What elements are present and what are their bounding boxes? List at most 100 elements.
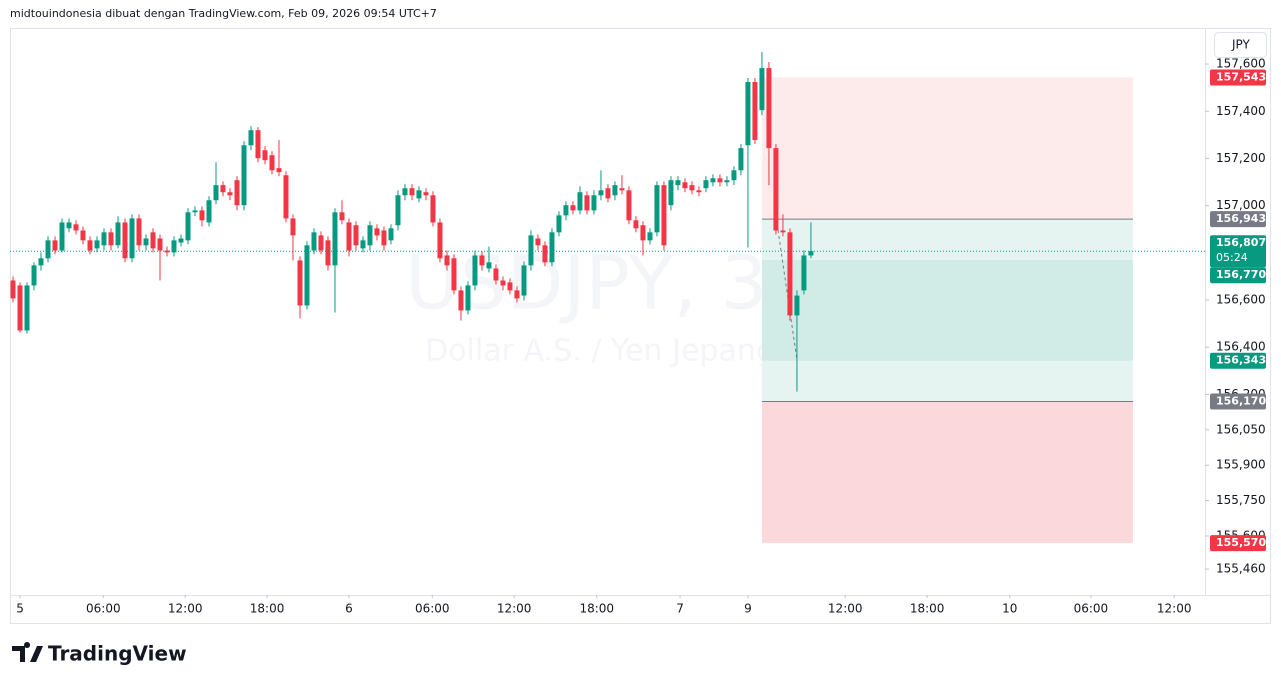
candle-body bbox=[423, 192, 429, 196]
y-tick-label: 157,400 bbox=[1216, 104, 1266, 118]
candle-body bbox=[745, 82, 751, 146]
currency-label: JPY bbox=[1231, 38, 1251, 52]
candle-body bbox=[682, 182, 688, 189]
candle-body bbox=[332, 212, 338, 266]
candle-body bbox=[248, 130, 254, 146]
price-tag-label: 157,543 bbox=[1216, 71, 1266, 84]
candle-body bbox=[549, 232, 555, 263]
candle-body bbox=[689, 185, 695, 191]
x-tick-label: 06:00 bbox=[86, 602, 121, 616]
price-tag bbox=[1210, 393, 1266, 410]
candle-body bbox=[430, 195, 436, 223]
price-tag-label: 156,770 bbox=[1216, 268, 1266, 281]
price-tag-label: 155,570 bbox=[1216, 536, 1266, 549]
currency-button[interactable] bbox=[1214, 32, 1267, 58]
candle-body bbox=[437, 222, 443, 259]
logo-text: TradingView bbox=[48, 642, 187, 666]
candle-body bbox=[304, 245, 310, 306]
candle-body bbox=[353, 225, 359, 246]
candle-body bbox=[136, 218, 142, 246]
price-tag bbox=[1210, 535, 1266, 552]
y-tick-label: 155,750 bbox=[1216, 493, 1266, 507]
candle-body bbox=[31, 265, 37, 286]
candle-body bbox=[234, 180, 240, 206]
candle-body bbox=[269, 155, 275, 171]
x-tick-label: 12:00 bbox=[168, 602, 203, 616]
candle-body bbox=[101, 232, 107, 246]
candle-body bbox=[185, 212, 191, 241]
candle-body bbox=[276, 168, 282, 173]
price-tag bbox=[1210, 69, 1266, 86]
candle-body bbox=[605, 188, 611, 199]
candle-body bbox=[73, 224, 79, 231]
candle-body bbox=[297, 260, 303, 306]
candle-body bbox=[479, 255, 485, 266]
candle-body bbox=[626, 190, 632, 221]
candle-body bbox=[157, 238, 163, 251]
price-tag bbox=[1210, 211, 1266, 228]
x-tick-label: 7 bbox=[676, 602, 684, 616]
candle-body bbox=[213, 185, 219, 201]
x-tick-label: 18:00 bbox=[250, 602, 285, 616]
candle-body bbox=[38, 258, 44, 266]
candle-body bbox=[493, 268, 499, 281]
candle-body bbox=[731, 170, 737, 181]
candle-body bbox=[591, 195, 597, 211]
y-tick-label: 157,600 bbox=[1216, 57, 1266, 71]
candle-body bbox=[395, 195, 401, 226]
candle-body bbox=[675, 180, 681, 186]
x-tick-label: 10 bbox=[1002, 602, 1017, 616]
candles bbox=[10, 52, 1205, 392]
candle-body bbox=[374, 228, 380, 236]
x-tick-label: 06:00 bbox=[415, 602, 450, 616]
candle-body bbox=[535, 238, 541, 246]
candle-body bbox=[724, 180, 730, 183]
candle-body bbox=[318, 235, 324, 251]
candle-body bbox=[584, 195, 590, 211]
candle-body bbox=[241, 145, 247, 206]
candle-body bbox=[17, 285, 23, 331]
candle-body bbox=[311, 232, 317, 251]
candle-body bbox=[780, 230, 786, 233]
candle-body bbox=[556, 215, 562, 233]
zone bbox=[761, 259, 1133, 361]
candle-body bbox=[388, 228, 394, 241]
candle-body bbox=[45, 240, 51, 259]
x-tick-label: 5 bbox=[16, 602, 24, 616]
candle-body bbox=[444, 255, 450, 266]
candle-body bbox=[668, 180, 674, 206]
candle-body bbox=[381, 230, 387, 246]
position-zones bbox=[761, 77, 1133, 544]
candle-body bbox=[703, 180, 709, 189]
candle-body bbox=[346, 222, 352, 251]
price-tag-label: 156,807 bbox=[1216, 236, 1266, 249]
candle-body bbox=[472, 255, 478, 286]
candle-body bbox=[451, 258, 457, 291]
candle-body bbox=[325, 240, 331, 266]
candle-body bbox=[199, 210, 205, 221]
candle-body bbox=[696, 190, 702, 193]
candle-body bbox=[542, 245, 548, 263]
candle-body bbox=[66, 222, 72, 229]
price-tag bbox=[1210, 235, 1266, 268]
axes: 157,600 157,400 157,200 157,000 156,600 156,4… bbox=[16, 57, 1266, 616]
candle-body bbox=[577, 192, 583, 211]
logo: TradingView bbox=[12, 642, 187, 666]
candle-body bbox=[647, 232, 653, 241]
x-tick-label: 12:00 bbox=[497, 602, 532, 616]
x-tick-label: 12:00 bbox=[828, 602, 863, 616]
candle-body bbox=[129, 218, 135, 259]
price-tag-label: 156,343 bbox=[1216, 354, 1266, 367]
candle-body bbox=[612, 185, 618, 196]
candle-body bbox=[192, 210, 198, 213]
candle-body bbox=[402, 188, 408, 196]
candle-body bbox=[458, 290, 464, 311]
projection-line bbox=[777, 229, 798, 361]
candle-body bbox=[787, 232, 793, 316]
candle-body bbox=[255, 130, 261, 159]
candle-body bbox=[486, 262, 492, 269]
candle-body bbox=[521, 265, 527, 296]
candle-body bbox=[507, 282, 513, 291]
